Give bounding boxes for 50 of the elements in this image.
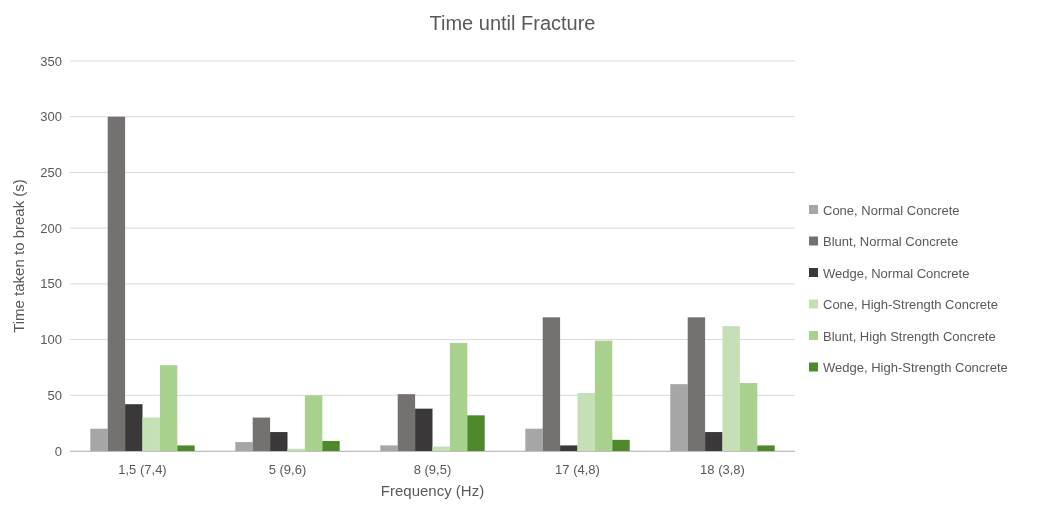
bar [142,417,160,451]
bar [125,404,143,451]
legend-label: Cone, Normal Concrete [823,202,960,218]
bar [449,342,468,451]
bar [235,442,253,451]
bar [670,384,688,451]
bar [252,417,271,451]
y-tick-label: 150 [40,276,62,292]
bar [705,432,723,451]
x-tick-label: 18 (3,8) [700,462,745,477]
bar [415,408,433,451]
y-tick-label: 250 [40,164,62,180]
y-tick-label: 100 [40,332,62,348]
bar [380,445,398,451]
legend-label: Blunt, Normal Concrete [823,234,959,250]
bar [560,445,578,451]
bar [594,340,613,451]
bar [322,440,340,451]
y-tick-label: 50 [47,387,62,403]
bar [687,317,706,451]
y-axis-title: Time taken to break (s) [10,179,27,333]
y-tick-label: 300 [40,109,62,125]
legend-label: Wedge, High-Strength Concrete [823,360,1008,376]
bar [397,394,416,451]
bar [90,428,108,451]
x-tick-label: 8 (9,5) [413,462,452,477]
bar [107,116,126,451]
bar [467,415,485,451]
y-tick-label: 350 [40,53,62,69]
x-tick-label: 1,5 (7,4) [118,462,167,477]
bar [270,432,288,451]
bar [159,365,178,451]
y-tick-label: 200 [40,220,62,236]
x-tick-label: 5 (9,6) [268,462,307,477]
legend-label: Wedge, Normal Concrete [823,265,970,281]
bar [525,428,543,451]
bar [577,393,595,451]
bar [177,445,195,451]
bar [304,395,323,451]
bar [739,383,758,451]
chart-title: Time until Fracture [429,12,596,34]
legend-label: Cone, High-Strength Concrete [823,297,998,313]
bar [612,439,630,451]
bar [542,317,561,451]
bar [757,445,775,451]
y-tick-label: 0 [54,443,62,459]
legend-label: Blunt, High Strength Concrete [823,328,996,344]
x-axis-title: Frequency (Hz) [380,482,485,499]
x-tick-label: 17 (4,8) [555,462,600,477]
bar [722,326,740,451]
